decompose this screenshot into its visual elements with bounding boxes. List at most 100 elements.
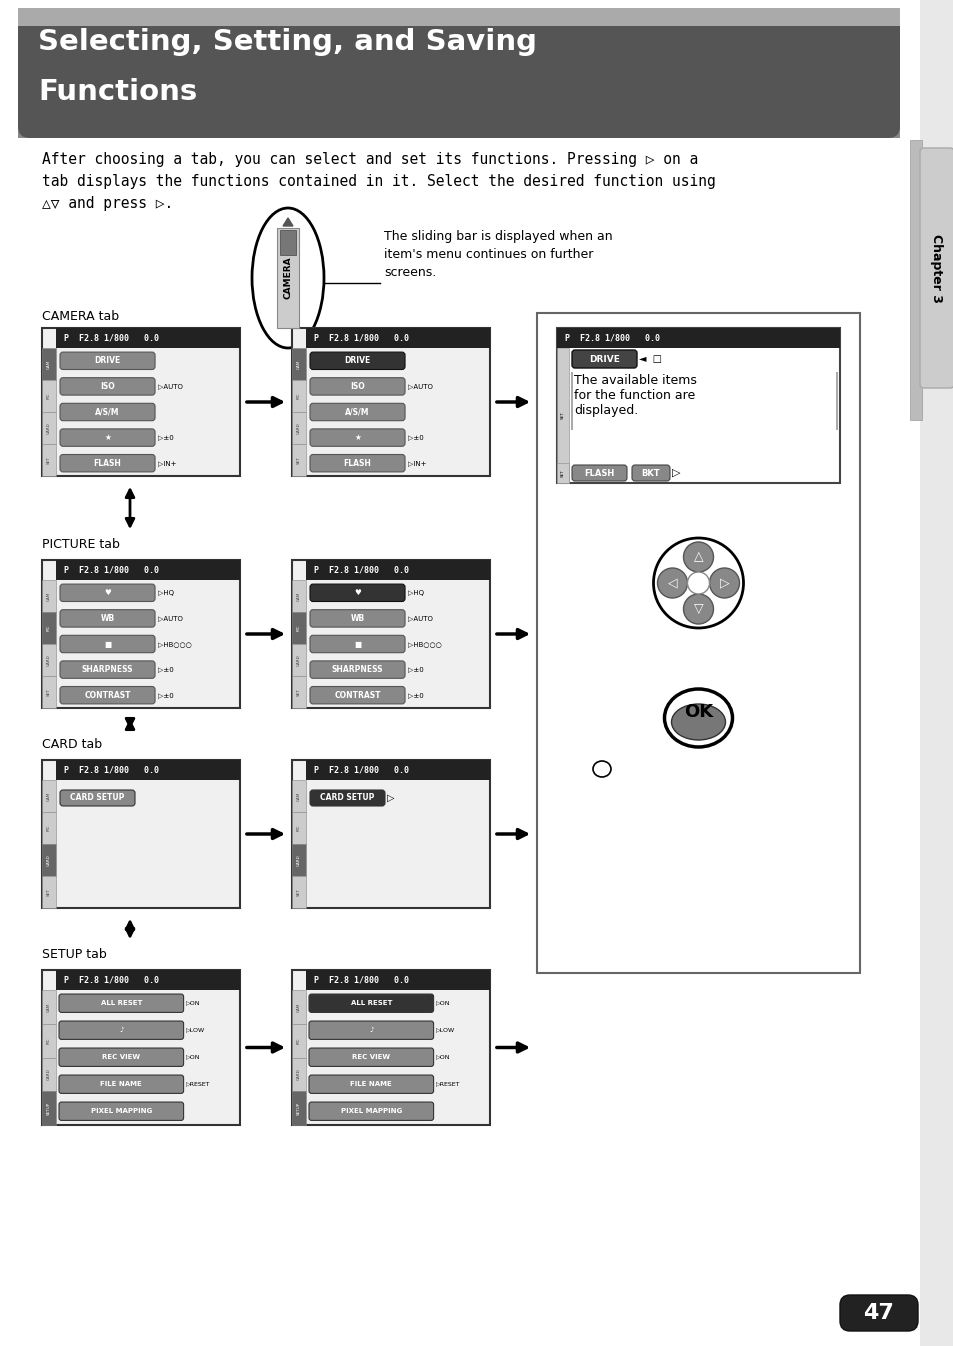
Bar (557, 463, 568, 483)
Text: SET: SET (560, 412, 564, 420)
Text: P  F2.8 1/800   0.0: P F2.8 1/800 0.0 (314, 766, 409, 774)
Text: A/S/M: A/S/M (95, 408, 120, 416)
Text: PIC: PIC (47, 1038, 51, 1044)
Text: CAM: CAM (47, 359, 51, 369)
Text: PIC: PIC (296, 393, 301, 400)
Text: ALL RESET: ALL RESET (100, 1000, 142, 1007)
Bar (292, 580, 306, 612)
Text: SET: SET (296, 688, 301, 696)
Text: ▷IN+: ▷IN+ (158, 460, 176, 466)
Text: CARD SETUP: CARD SETUP (71, 794, 125, 802)
Text: tab displays the functions contained in it. Select the desired function using: tab displays the functions contained in … (42, 174, 715, 188)
FancyBboxPatch shape (18, 8, 899, 139)
FancyBboxPatch shape (310, 610, 405, 627)
Bar (42, 812, 56, 844)
Text: CAM: CAM (47, 1003, 51, 1011)
Bar (42, 612, 56, 643)
Text: ★: ★ (354, 433, 360, 441)
FancyBboxPatch shape (310, 455, 405, 472)
Text: ▷AUTO: ▷AUTO (158, 615, 183, 622)
Text: SHARPNESS: SHARPNESS (82, 665, 133, 674)
Text: SET: SET (47, 888, 51, 896)
Text: P  F2.8 1/800   0.0: P F2.8 1/800 0.0 (64, 334, 159, 342)
Text: ★: ★ (104, 433, 111, 441)
Bar (56, 328, 240, 349)
Bar (18, 8, 899, 26)
Bar (292, 812, 306, 844)
Text: WB: WB (100, 614, 114, 623)
Bar (42, 844, 56, 876)
Bar (306, 560, 490, 580)
Bar (557, 328, 840, 349)
Text: OK: OK (683, 703, 712, 721)
Text: ■: ■ (104, 639, 112, 649)
Ellipse shape (671, 704, 724, 740)
Bar (18, 8, 899, 139)
Text: SET: SET (47, 688, 51, 696)
Text: WB: WB (350, 614, 364, 623)
Text: P  F2.8 1/800   0.0: P F2.8 1/800 0.0 (564, 334, 659, 342)
FancyBboxPatch shape (60, 610, 155, 627)
Bar (292, 760, 490, 909)
Text: P  F2.8 1/800   0.0: P F2.8 1/800 0.0 (314, 334, 409, 342)
Text: ▷RESET: ▷RESET (436, 1082, 459, 1086)
FancyBboxPatch shape (60, 429, 155, 447)
Text: CARD SETUP: CARD SETUP (320, 794, 375, 802)
Text: vary depending on the: vary depending on the (546, 822, 702, 836)
Text: CARD: CARD (296, 423, 301, 433)
Bar (292, 779, 306, 812)
Text: PICTURE tab: PICTURE tab (42, 538, 120, 551)
Circle shape (709, 568, 739, 598)
Text: ▷±0: ▷±0 (408, 692, 423, 699)
Text: screens.: screens. (384, 267, 436, 279)
Text: CAM: CAM (296, 1003, 301, 1011)
Bar (42, 412, 56, 444)
Text: CONTRAST: CONTRAST (84, 690, 131, 700)
Bar (42, 1092, 56, 1125)
Text: 47: 47 (862, 1303, 894, 1323)
Text: ISO: ISO (100, 382, 114, 390)
Text: OFF on the next page.: OFF on the next page. (546, 909, 695, 922)
Bar (292, 412, 306, 444)
Bar (292, 560, 490, 708)
Bar (292, 328, 490, 476)
Bar (292, 444, 306, 476)
Text: PIC: PIC (47, 393, 51, 400)
Text: ▷ON: ▷ON (186, 1000, 200, 1005)
Text: ▷LOW: ▷LOW (186, 1028, 205, 1032)
FancyBboxPatch shape (309, 1075, 434, 1093)
FancyBboxPatch shape (310, 378, 405, 396)
Text: Chapter 3: Chapter 3 (929, 234, 943, 303)
Text: REC VIEW: REC VIEW (102, 1054, 140, 1061)
Text: ▷HB○○○: ▷HB○○○ (158, 641, 192, 647)
FancyBboxPatch shape (310, 635, 405, 653)
Text: FLASH: FLASH (93, 459, 121, 467)
Text: ▷±0: ▷±0 (158, 692, 173, 699)
Bar (537, 314, 859, 973)
Text: select the desired item.: select the desired item. (546, 654, 704, 668)
Circle shape (682, 542, 713, 572)
Bar (42, 444, 56, 476)
Text: setting.: setting. (546, 781, 597, 794)
FancyBboxPatch shape (310, 429, 405, 447)
FancyBboxPatch shape (60, 353, 155, 370)
FancyBboxPatch shape (60, 378, 155, 396)
Ellipse shape (664, 689, 732, 747)
Ellipse shape (593, 760, 610, 777)
Bar (56, 970, 240, 991)
Bar (42, 676, 56, 708)
Text: ▷HQ: ▷HQ (158, 590, 173, 596)
FancyBboxPatch shape (59, 1049, 183, 1066)
Text: CONTRAST: CONTRAST (334, 690, 380, 700)
Text: ▷±0: ▷±0 (158, 666, 173, 673)
FancyBboxPatch shape (60, 661, 155, 678)
Bar (292, 612, 306, 643)
Text: P  F2.8 1/800   0.0: P F2.8 1/800 0.0 (64, 565, 159, 575)
FancyBboxPatch shape (59, 1075, 183, 1093)
Text: After choosing a tab, you can select and set its functions. Pressing ▷ on a: After choosing a tab, you can select and… (42, 152, 698, 167)
Bar (292, 876, 306, 909)
Bar (909, 140, 921, 420)
Text: PIXEL MAPPING: PIXEL MAPPING (91, 1108, 152, 1114)
Text: △: △ (693, 551, 702, 564)
Text: Press: Press (546, 763, 581, 777)
